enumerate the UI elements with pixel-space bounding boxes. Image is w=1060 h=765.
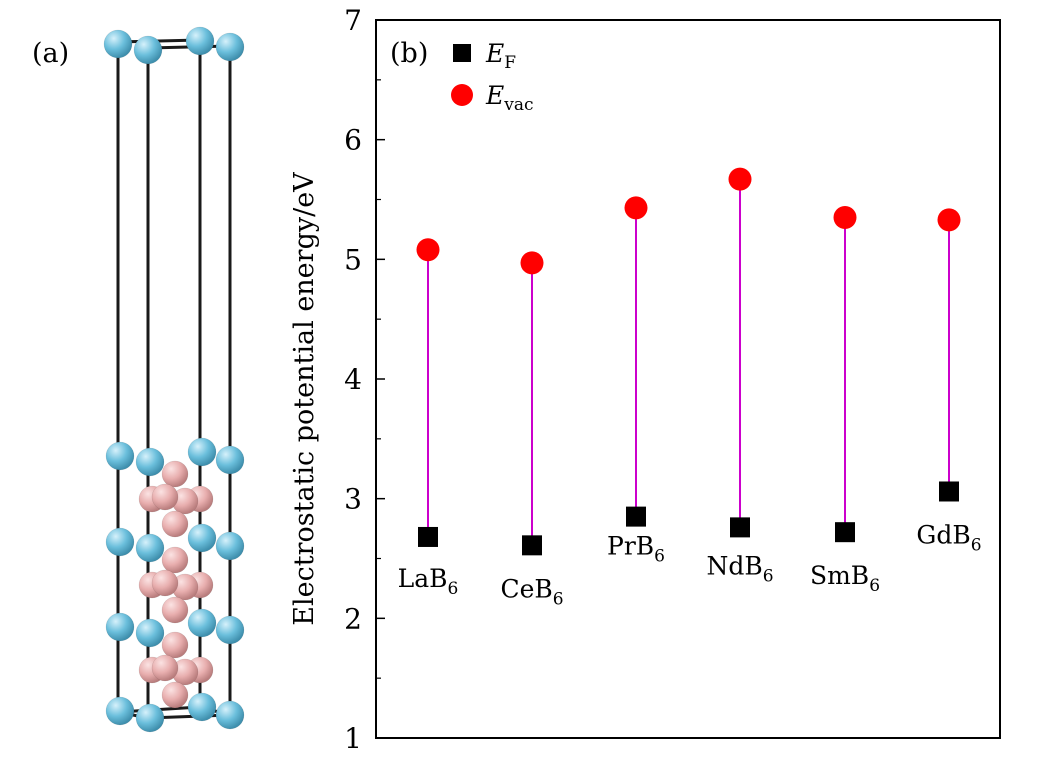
panel-b-label: (b) bbox=[390, 38, 428, 69]
lanthanum-atom bbox=[135, 703, 165, 733]
crystal-structure-image bbox=[103, 26, 245, 733]
lanthanum-atom bbox=[185, 26, 215, 56]
lanthanum-atom bbox=[103, 29, 133, 59]
connector-lines bbox=[427, 179, 950, 546]
lanthanum-atom bbox=[105, 527, 135, 557]
evac-marker bbox=[520, 251, 544, 275]
lanthanum-atom bbox=[215, 615, 245, 645]
lanthanum-atom bbox=[135, 618, 165, 648]
boron-atom bbox=[161, 546, 189, 574]
ef-marker bbox=[522, 535, 542, 556]
y-axis: 1 2 3 4 5 6 7 bbox=[344, 4, 385, 755]
y-tick-label: 5 bbox=[344, 243, 362, 276]
boron-atom bbox=[151, 654, 179, 682]
boron-atom bbox=[161, 681, 189, 709]
boron-atom bbox=[161, 596, 189, 624]
boron-atom bbox=[151, 569, 179, 597]
category-label: LaB6 bbox=[398, 564, 459, 599]
legend-entry-e-f: EF bbox=[485, 39, 516, 73]
ef-marker bbox=[418, 526, 438, 547]
lanthanum-atom bbox=[105, 612, 135, 642]
boron-atom bbox=[151, 483, 179, 511]
lanthanum-atom bbox=[135, 447, 165, 477]
lanthanum-atom bbox=[133, 35, 163, 65]
lanthanum-atom bbox=[215, 445, 245, 475]
lanthanum-atom bbox=[187, 523, 217, 553]
panel-b-chart: 1 2 3 4 5 6 7 Electrostatic potential energy/e… bbox=[289, 4, 1001, 755]
category-label: PrB6 bbox=[607, 532, 665, 567]
evac-marker bbox=[728, 167, 752, 191]
y-tick-label: 1 bbox=[344, 722, 362, 755]
lanthanum-atom bbox=[187, 437, 217, 467]
lanthanum-atom bbox=[215, 531, 245, 561]
legend-marker-circle bbox=[451, 84, 473, 106]
ef-marker bbox=[835, 522, 855, 543]
lanthanum-atom bbox=[187, 608, 217, 638]
y-tick-label: 2 bbox=[344, 602, 362, 635]
lanthanum-atom bbox=[215, 700, 245, 730]
evac-marker bbox=[833, 205, 857, 229]
ef-marker bbox=[939, 481, 959, 502]
panel-a-crystal-structure: (a) bbox=[32, 26, 245, 733]
category-labels: LaB6 CeB6 PrB6 NdB6 SmB6 GdB6 bbox=[398, 520, 982, 609]
lanthanum-atom bbox=[135, 533, 165, 563]
lanthanum-atom bbox=[187, 692, 217, 722]
plot-frame bbox=[375, 19, 1001, 739]
category-label: SmB6 bbox=[810, 561, 880, 596]
ef-marker bbox=[730, 517, 750, 538]
y-tick-label: 7 bbox=[344, 4, 362, 37]
evac-marker bbox=[624, 196, 648, 220]
lanthanum-atom bbox=[105, 441, 135, 471]
y-tick-label: 4 bbox=[344, 363, 362, 396]
evac-marker bbox=[937, 208, 961, 232]
category-label: CeB6 bbox=[500, 574, 563, 609]
boron-atom bbox=[161, 460, 189, 488]
category-label: NdB6 bbox=[706, 551, 773, 586]
lanthanum-atom bbox=[215, 32, 245, 62]
legend: EF Evac bbox=[451, 39, 534, 115]
legend-marker-square bbox=[453, 44, 471, 62]
y-tick-label: 3 bbox=[344, 483, 362, 516]
lanthanum-atom bbox=[105, 696, 135, 726]
ef-marker bbox=[626, 506, 646, 527]
evac-marker bbox=[416, 238, 440, 262]
boron-atom bbox=[161, 631, 189, 659]
data-markers bbox=[416, 167, 961, 556]
y-axis-title: Electrostatic potential energy/eV bbox=[289, 172, 320, 626]
category-label: GdB6 bbox=[916, 520, 981, 555]
panel-a-label: (a) bbox=[32, 38, 69, 69]
boron-atom bbox=[161, 510, 189, 538]
legend-entry-e-vac: Evac bbox=[485, 81, 534, 115]
y-tick-label: 6 bbox=[344, 124, 362, 157]
